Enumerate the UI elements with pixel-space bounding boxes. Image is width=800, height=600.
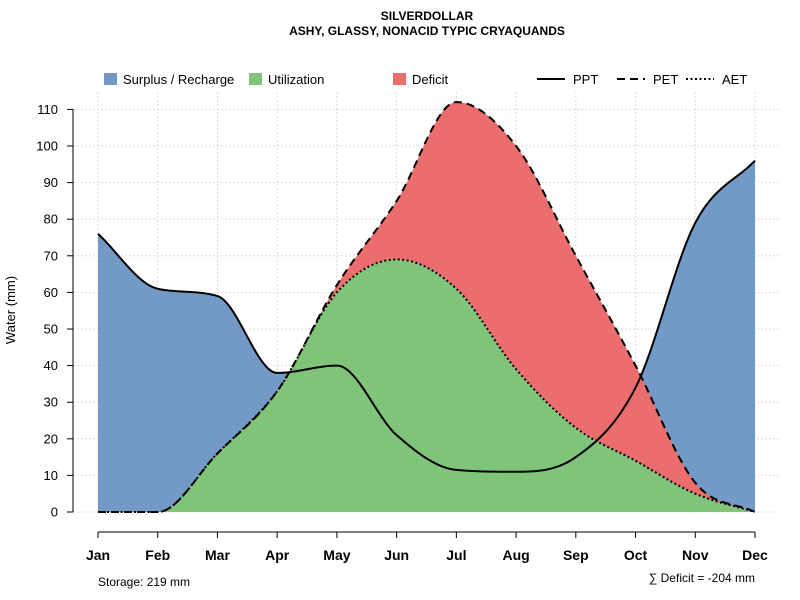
- series-lines: [97, 101, 756, 513]
- y-tick-label-0: 0: [51, 505, 58, 520]
- y-tick-label-60: 60: [44, 285, 58, 300]
- y-tick-label-20: 20: [44, 431, 58, 446]
- x-tick-label-apr: Apr: [265, 547, 290, 563]
- series-line-pet: [98, 101, 756, 513]
- y-tick-label-90: 90: [44, 175, 58, 190]
- chart-subtitle: ASHY, GLASSY, NONACID TYPIC CRYAQUANDS: [289, 24, 565, 38]
- y-tick-label-50: 50: [44, 322, 58, 337]
- x-tick-label-mar: Mar: [205, 547, 230, 563]
- legend-entry-surplus-recharge: Surplus / Recharge: [104, 72, 234, 87]
- legend-entry-aet: AET: [686, 72, 747, 87]
- area-fills: [98, 102, 755, 512]
- y-tick-label-80: 80: [44, 212, 58, 227]
- legend-label-aet: AET: [722, 72, 747, 87]
- utilization-area: [98, 259, 755, 512]
- y-tick-label-40: 40: [44, 358, 58, 373]
- x-tick-label-jul: Jul: [446, 547, 466, 563]
- storage-note: Storage: 219 mm: [98, 575, 190, 589]
- x-tick-label-jun: Jun: [384, 547, 409, 563]
- x-tick-label-oct: Oct: [624, 547, 648, 563]
- chart-legend: Surplus / Recharge Utilization Deficit PPT P…: [104, 72, 747, 87]
- legend-entry-utilization: Utilization: [249, 72, 324, 87]
- legend-swatch-deficit: [393, 73, 406, 85]
- y-tick-label-100: 100: [36, 139, 58, 154]
- x-tick-label-feb: Feb: [145, 547, 170, 563]
- axes: 0 10 20 30 40 50 60 70 80 90 100 110 Jan Feb Mar Apr May…: [36, 102, 768, 563]
- chart-title: SILVERDOLLAR: [381, 9, 474, 23]
- legend-entry-ppt: PPT: [537, 72, 598, 87]
- legend-label-deficit: Deficit: [412, 72, 449, 87]
- legend-label-utilization: Utilization: [268, 72, 324, 87]
- x-tick-label-jan: Jan: [86, 547, 110, 563]
- y-tick-label-70: 70: [44, 248, 58, 263]
- legend-entry-pet: PET: [617, 72, 678, 87]
- legend-entry-deficit: Deficit: [393, 72, 449, 87]
- legend-label-pet: PET: [653, 72, 678, 87]
- x-tick-label-nov: Nov: [682, 547, 709, 563]
- x-tick-label-may: May: [323, 547, 350, 563]
- x-tick-label-dec: Dec: [742, 547, 768, 563]
- legend-swatch-surplus-recharge: [104, 73, 117, 85]
- y-tick-label-10: 10: [44, 468, 58, 483]
- series-line-ppt: [97, 159, 756, 473]
- legend-label-ppt: PPT: [573, 72, 598, 87]
- y-tick-label-30: 30: [44, 395, 58, 410]
- x-tick-label-sep: Sep: [563, 547, 589, 563]
- x-tick-label-aug: Aug: [502, 547, 529, 563]
- y-tick-label-110: 110: [37, 102, 58, 117]
- legend-swatch-utilization: [249, 73, 262, 85]
- legend-label-surplus-recharge: Surplus / Recharge: [123, 72, 234, 87]
- deficit-note: ∑ Deficit = -204 mm: [649, 571, 755, 585]
- y-axis-title: Water (mm): [3, 276, 18, 344]
